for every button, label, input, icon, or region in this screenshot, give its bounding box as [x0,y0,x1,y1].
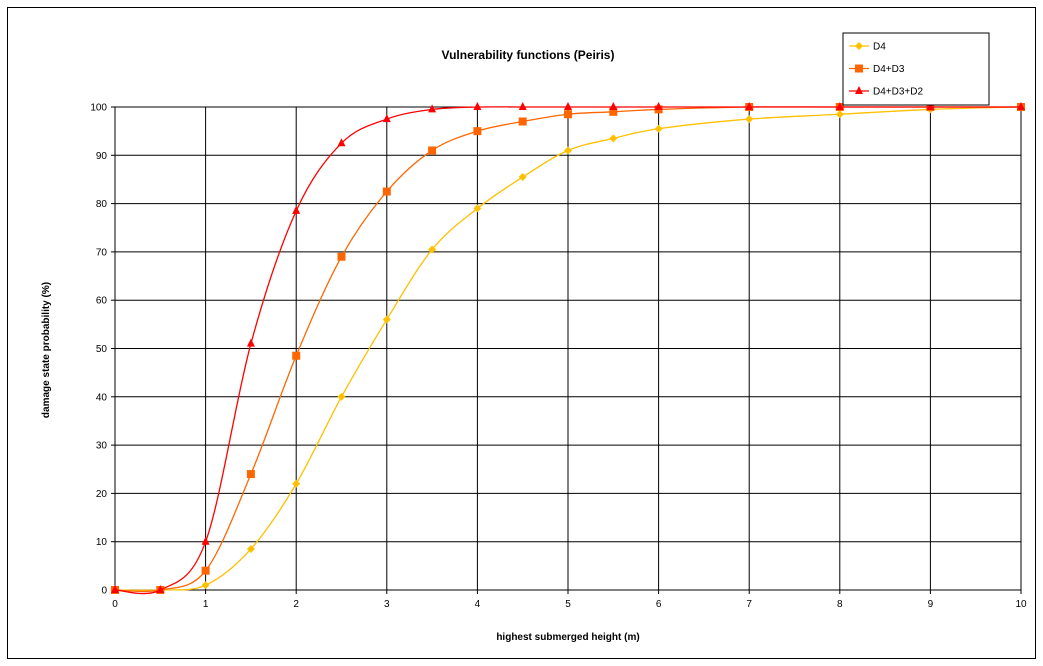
data-point [609,107,618,116]
data-point [564,110,572,119]
data-point [609,102,618,110]
chart-frame [7,7,1036,659]
data-point [1017,102,1025,110]
data-point [382,187,391,196]
chart-title: Vulnerability functions (Peiris) [442,48,615,62]
data-point [518,102,527,110]
legend-label: D4 [873,42,886,53]
data-point [292,205,301,214]
data-point [518,173,527,182]
data-point [835,102,844,110]
series-3 [111,102,1025,595]
data-point [337,138,346,147]
x-tick-label: 4 [475,599,481,610]
y-tick-label: 40 [96,392,108,403]
series-line [114,106,1021,595]
x-tick-label: 6 [656,599,662,610]
legend-marker [855,86,863,94]
series-1 [111,103,1025,594]
y-tick-label: 50 [96,344,108,355]
data-point [473,102,482,110]
y-tick-label: 70 [96,247,108,258]
x-tick-label: 5 [565,599,571,610]
y-tick-label: 90 [96,151,108,162]
x-tick-label: 2 [293,599,299,610]
data-point [609,134,618,143]
data-point [654,124,663,133]
data-point [246,470,255,479]
y-tick-label: 100 [90,103,107,114]
x-tick-label: 3 [384,599,390,610]
legend-item: D4+D3+D2 [849,86,923,98]
data-point [382,315,391,324]
y-axis-label: damage state probability (%) [41,282,52,418]
data-point [564,146,572,155]
x-axis-label: highest submerged height (m) [496,632,639,643]
data-point [428,146,437,155]
legend-marker [855,64,863,73]
x-tick-label: 9 [928,599,934,610]
data-point [246,338,255,347]
data-point [745,102,754,110]
data-point [201,566,210,575]
plot-area: 0 10 20 30 40 50 60 70 80 90 100 0 1 2 3 4 5 6 7 8 9 10 [90,102,1027,610]
y-tick-label: 30 [96,441,108,452]
data-point [428,245,437,254]
data-point [201,581,210,590]
data-point [201,536,210,545]
data-point [745,115,754,124]
x-tick-label: 10 [1015,599,1027,610]
data-point [473,204,482,213]
legend-item: D4 [849,42,886,53]
legend-label: D4+D3+D2 [873,87,923,98]
data-point [926,102,935,110]
x-tick-label: 8 [837,599,843,610]
legend-item: D4+D3 [849,64,905,75]
x-tick-label: 7 [746,599,752,610]
legend-marker [855,42,863,50]
data-point [428,104,437,113]
data-point [473,127,482,136]
data-point [292,351,301,360]
data-point [564,102,572,110]
x-tick-label: 1 [203,599,209,610]
data-point [246,544,255,553]
data-point [654,102,663,110]
y-tick-label: 10 [96,537,108,548]
data-point [292,479,301,488]
data-point [111,585,119,593]
y-tick-label: 0 [101,586,107,597]
legend-label: D4+D3 [873,64,905,75]
data-point [337,252,346,261]
y-tick-label: 60 [96,296,108,307]
data-point [518,117,527,126]
data-point [156,585,165,593]
data-point [382,114,391,123]
data-point [835,110,844,119]
data-point [337,392,346,401]
y-tick-label: 80 [96,199,108,210]
y-tick-label: 20 [96,489,108,500]
legend: D4 D4+D3 D4+D3+D2 [842,32,990,106]
x-tick-label: 0 [112,599,118,610]
